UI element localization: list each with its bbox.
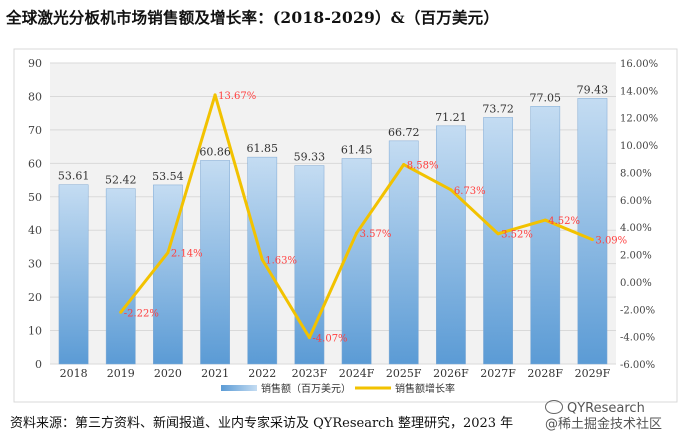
bar bbox=[577, 98, 608, 365]
right-tick-label: 10.00% bbox=[620, 141, 658, 152]
left-tick-label: 10 bbox=[28, 325, 42, 338]
growth-point bbox=[496, 232, 500, 236]
legend-bar-label: 销售额（百万美元） bbox=[261, 382, 351, 395]
x-tick-label: 2025F bbox=[386, 367, 422, 380]
x-tick-label: 2019 bbox=[107, 367, 135, 380]
right-tick-label: -2.00% bbox=[620, 305, 655, 316]
x-tick-label: 2023F bbox=[292, 367, 328, 380]
bar bbox=[436, 125, 466, 365]
growth-rate-label: 2.14% bbox=[171, 249, 203, 260]
bar bbox=[294, 165, 325, 365]
bar bbox=[530, 106, 561, 365]
bar-value-label: 59.33 bbox=[294, 151, 326, 164]
growth-rate-label: 4.52% bbox=[548, 216, 580, 227]
right-tick-label: 12.00% bbox=[620, 114, 658, 125]
growth-point bbox=[119, 310, 123, 314]
bar-value-label: 79.43 bbox=[577, 83, 609, 96]
growth-point bbox=[213, 93, 217, 97]
growth-rate-label: 13.67% bbox=[218, 91, 256, 102]
x-tick-label: 2027F bbox=[480, 367, 516, 380]
x-tick-label: 2021 bbox=[201, 367, 229, 380]
growth-point bbox=[166, 251, 170, 255]
right-axis: -6.00% -4.00% -2.00% 0.00% 2.00% 4.00% 6.00% 8.… bbox=[620, 59, 658, 371]
right-tick-label: -4.00% bbox=[620, 333, 655, 344]
left-tick-label: 90 bbox=[28, 57, 42, 70]
watermark: QYResearch @稀土掘金技术社区 bbox=[545, 400, 662, 433]
bar bbox=[483, 117, 513, 365]
bar-value-label: 53.54 bbox=[152, 170, 184, 183]
left-tick-label: 60 bbox=[28, 157, 42, 170]
left-tick-label: 30 bbox=[28, 258, 42, 271]
legend-bar-swatch bbox=[221, 385, 257, 391]
right-tick-label: 14.00% bbox=[620, 86, 658, 97]
right-tick-label: -6.00% bbox=[620, 360, 655, 371]
right-tick-label: 16.00% bbox=[620, 59, 658, 70]
bar-value-label: 52.42 bbox=[105, 174, 137, 187]
x-tick-label: 2018 bbox=[60, 367, 88, 380]
legend-line-label: 销售额增长率 bbox=[395, 382, 455, 395]
right-tick-label: 4.00% bbox=[620, 223, 652, 234]
bar bbox=[105, 188, 136, 365]
right-tick-label: 6.00% bbox=[620, 196, 652, 207]
gridlines bbox=[50, 62, 616, 365]
source-note: 资料来源：第三方资料、新闻报道、业内专家采访及 QYResearch 整理研究，… bbox=[10, 416, 514, 431]
bar bbox=[388, 140, 419, 365]
growth-point bbox=[590, 238, 594, 242]
right-tick-label: 0.00% bbox=[620, 278, 652, 289]
bar-value-label: 77.05 bbox=[530, 91, 562, 104]
right-tick-label: 2.00% bbox=[620, 251, 652, 262]
plot-area bbox=[50, 63, 616, 364]
x-tick-label: 2024F bbox=[339, 367, 375, 380]
x-tick-label: 2028F bbox=[527, 367, 563, 380]
growth-rate-label: 3.57% bbox=[360, 229, 392, 240]
watermark-logo-icon bbox=[545, 400, 563, 414]
right-tick-label: 8.00% bbox=[620, 168, 652, 179]
bar-labels: 53.61 52.42 53.54 60.86 61.85 59.33 61.45 66.72… bbox=[58, 83, 608, 186]
growth-rate-label: 1.63% bbox=[265, 256, 297, 267]
watermark-line1: QYResearch bbox=[567, 401, 645, 416]
growth-line bbox=[119, 93, 594, 340]
left-tick-label: 20 bbox=[28, 291, 42, 304]
bar-value-label: 60.86 bbox=[199, 145, 231, 158]
growth-point bbox=[449, 188, 453, 192]
x-tick-label: 2029F bbox=[575, 367, 611, 380]
left-axis: 0 10 20 30 40 50 60 70 80 90 bbox=[28, 57, 42, 371]
growth-point bbox=[307, 336, 311, 340]
left-tick-label: 70 bbox=[28, 124, 42, 137]
growth-rate-label: 6.73% bbox=[454, 186, 486, 197]
bar-value-label: 53.61 bbox=[58, 170, 90, 183]
rate-labels: -2.22% 2.14% 13.67% 1.63% -4.07% 3.57% 8.58% 6.… bbox=[124, 91, 627, 345]
bar-value-label: 61.85 bbox=[247, 142, 279, 155]
growth-point bbox=[355, 231, 359, 235]
x-axis: 2018 2019 2020 2021 2022 2023F 2024F 2025F 2026F… bbox=[60, 367, 611, 380]
bar-value-label: 73.72 bbox=[482, 102, 514, 115]
watermark-line2: @稀土掘金技术社区 bbox=[545, 417, 663, 432]
bar bbox=[341, 158, 372, 365]
growth-point bbox=[402, 163, 406, 167]
left-tick-label: 0 bbox=[35, 358, 42, 371]
bar bbox=[58, 184, 89, 365]
bar-value-label: 61.45 bbox=[341, 143, 373, 156]
bar-value-label: 71.21 bbox=[435, 111, 467, 124]
bar bbox=[200, 160, 230, 365]
growth-rate-label: -4.07% bbox=[312, 334, 347, 345]
growth-point bbox=[260, 258, 264, 262]
growth-point bbox=[543, 218, 547, 222]
bar bbox=[153, 184, 183, 365]
x-tick-label: 2022 bbox=[248, 367, 276, 380]
growth-rate-label: 8.58% bbox=[407, 161, 439, 172]
x-tick-label: 2026F bbox=[433, 367, 469, 380]
legend: 销售额（百万美元） 销售额增长率 bbox=[221, 382, 455, 395]
bar-value-label: 66.72 bbox=[388, 126, 420, 139]
chart-title: 全球激光分板机市场销售额及增长率：(2018-2029）&（百万美元） bbox=[6, 8, 500, 27]
left-tick-label: 50 bbox=[28, 191, 42, 204]
x-tick-label: 2020 bbox=[154, 367, 182, 380]
left-tick-label: 40 bbox=[28, 224, 42, 237]
growth-rate-label: -2.22% bbox=[124, 308, 159, 319]
left-tick-label: 80 bbox=[28, 90, 42, 103]
growth-rate-label: 3.09% bbox=[595, 236, 627, 247]
growth-rate-label: 3.52% bbox=[501, 230, 533, 241]
